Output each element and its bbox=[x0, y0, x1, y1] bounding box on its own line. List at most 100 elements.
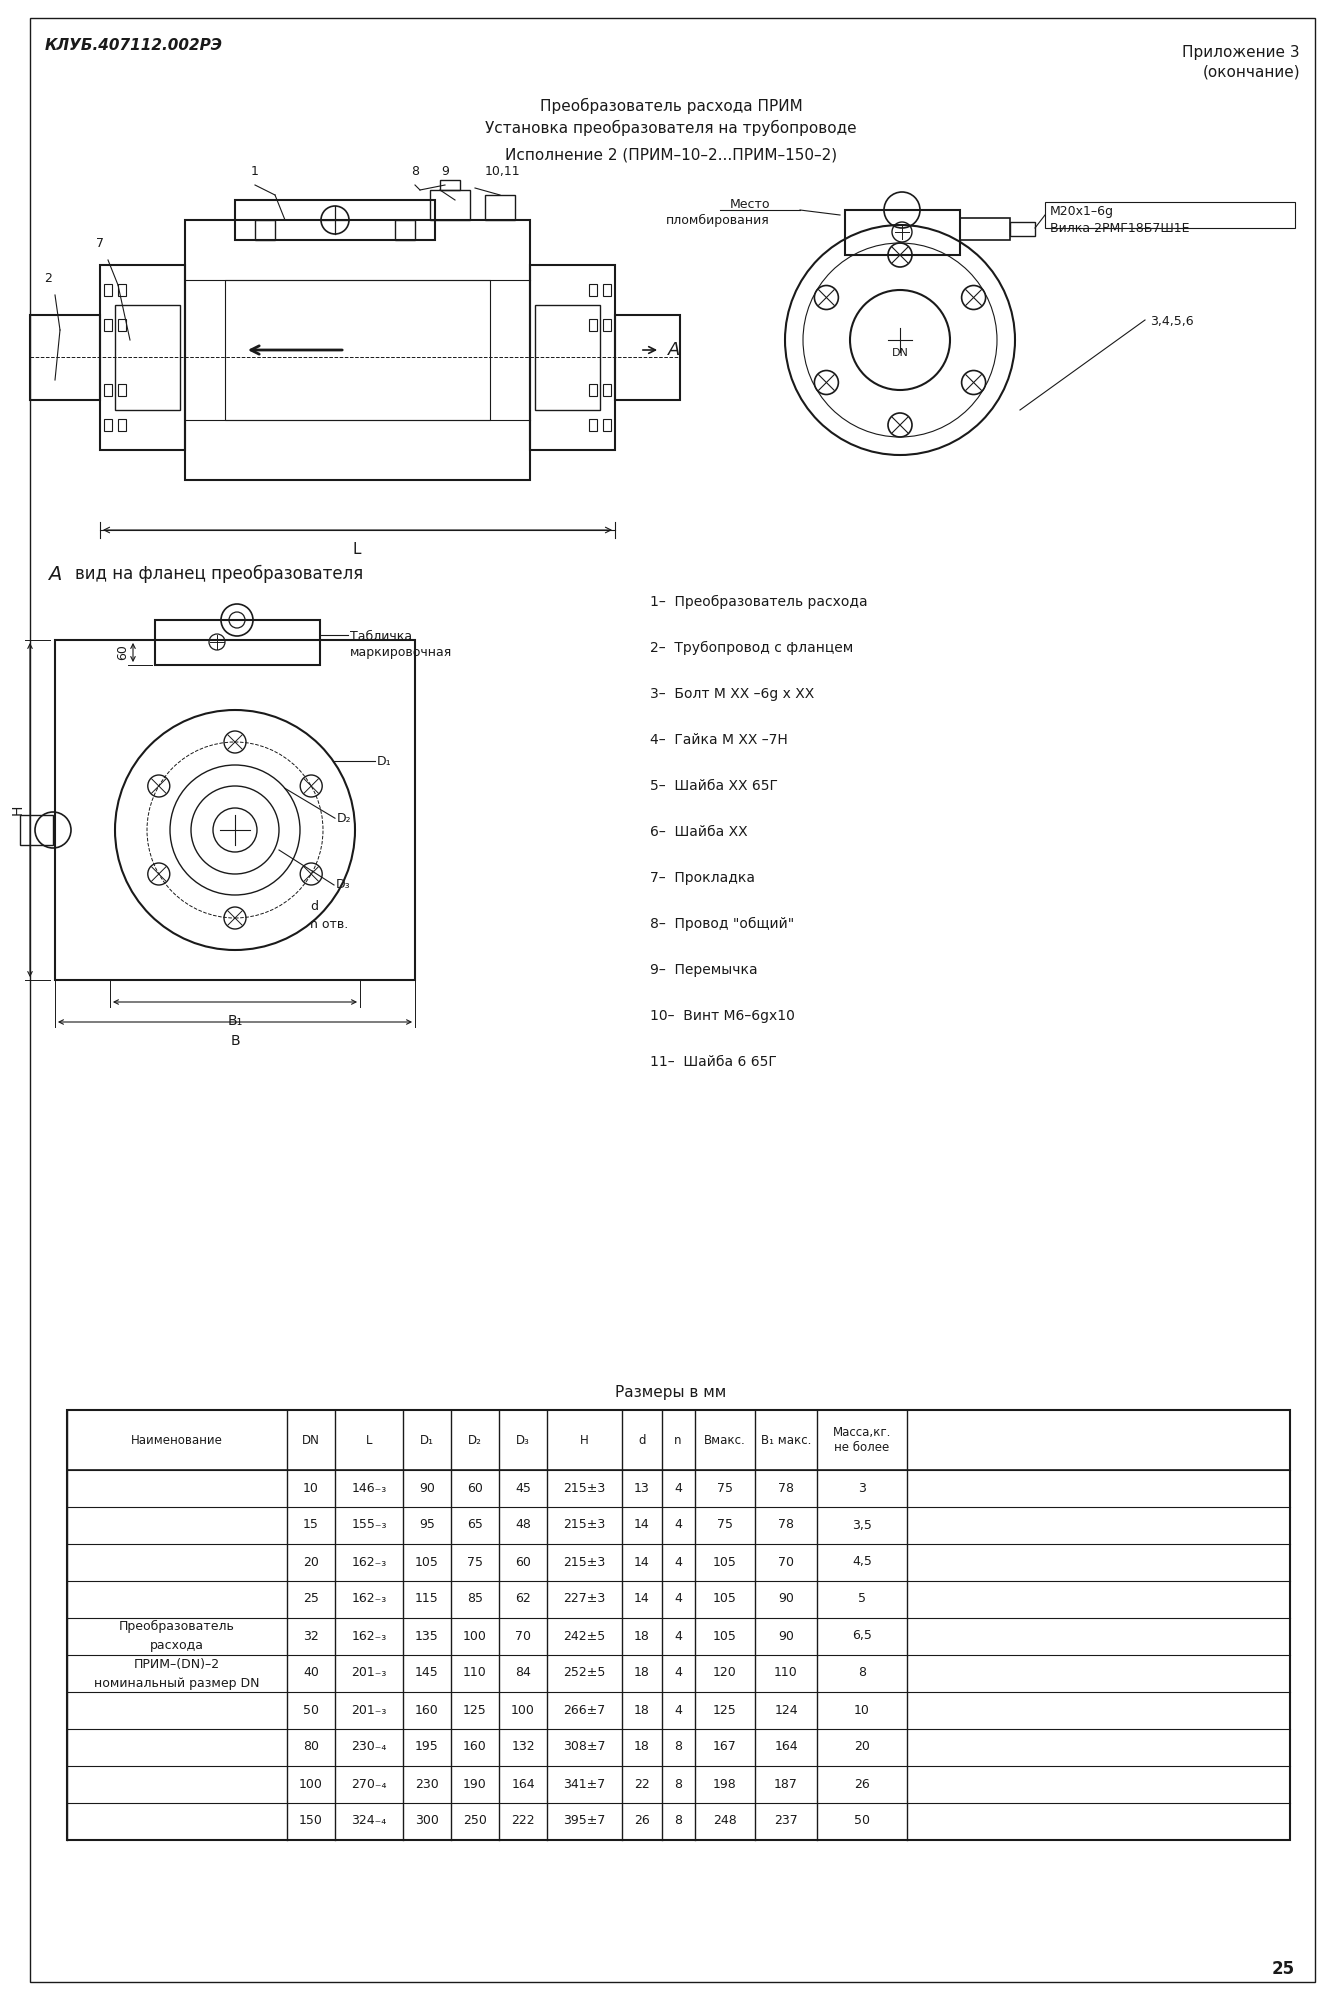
Text: 26: 26 bbox=[634, 1814, 650, 1828]
Text: Наименование: Наименование bbox=[132, 1434, 223, 1446]
Bar bbox=[99, 264, 185, 450]
Bar bbox=[185, 220, 530, 480]
Text: 215±3: 215±3 bbox=[563, 1556, 606, 1568]
Text: Вилка 2РМГ18Б7Ш1Е: Вилка 2РМГ18Б7Ш1Е bbox=[1050, 222, 1190, 234]
Text: 75: 75 bbox=[467, 1556, 483, 1568]
Text: вид на фланец преобразователя: вид на фланец преобразователя bbox=[75, 564, 363, 584]
Bar bbox=[115, 304, 180, 410]
Text: 80: 80 bbox=[304, 1740, 320, 1754]
Text: 60: 60 bbox=[467, 1482, 483, 1494]
Text: 18: 18 bbox=[634, 1630, 650, 1642]
Bar bbox=[590, 284, 598, 296]
Text: 75: 75 bbox=[717, 1518, 733, 1532]
Text: B: B bbox=[230, 1034, 240, 1048]
Text: L: L bbox=[365, 1434, 372, 1446]
Text: Место
пломбирования: Место пломбирования bbox=[666, 198, 770, 228]
Bar bbox=[590, 384, 598, 396]
Bar bbox=[103, 384, 111, 396]
Text: Табличка
маркировочная: Табличка маркировочная bbox=[351, 630, 453, 660]
Text: 167: 167 bbox=[713, 1740, 737, 1754]
Text: 8: 8 bbox=[411, 166, 419, 178]
Text: Размеры в мм: Размеры в мм bbox=[615, 1384, 727, 1400]
Bar bbox=[615, 314, 680, 400]
Bar bbox=[118, 420, 126, 432]
Bar bbox=[30, 314, 99, 400]
Bar bbox=[430, 190, 470, 220]
Bar bbox=[55, 640, 415, 980]
Text: 1–  Преобразователь расхода: 1– Преобразователь расхода bbox=[650, 596, 868, 610]
Text: D₁: D₁ bbox=[377, 754, 392, 768]
Text: 22: 22 bbox=[634, 1778, 650, 1790]
Text: 25: 25 bbox=[1272, 1960, 1295, 1978]
Bar bbox=[845, 210, 960, 254]
Text: D₂: D₂ bbox=[469, 1434, 482, 1446]
Text: DN: DN bbox=[892, 348, 908, 358]
Text: М20х1–6g: М20х1–6g bbox=[1050, 206, 1113, 218]
Bar bbox=[1010, 222, 1035, 236]
Text: 150: 150 bbox=[299, 1814, 322, 1828]
Text: d: d bbox=[638, 1434, 646, 1446]
Bar bbox=[960, 218, 1010, 240]
Text: 3,5: 3,5 bbox=[851, 1518, 872, 1532]
Text: 60: 60 bbox=[516, 1556, 530, 1568]
Text: 8: 8 bbox=[858, 1666, 866, 1680]
Text: 13: 13 bbox=[634, 1482, 650, 1494]
Text: 40: 40 bbox=[304, 1666, 318, 1680]
Text: 4: 4 bbox=[674, 1518, 682, 1532]
Text: 4–  Гайка М ХХ –7Н: 4– Гайка М ХХ –7Н bbox=[650, 732, 788, 746]
Text: 5–  Шайба ХХ 65Г: 5– Шайба ХХ 65Г bbox=[650, 778, 778, 792]
Text: 248: 248 bbox=[713, 1814, 737, 1828]
Text: d: d bbox=[310, 900, 318, 912]
Text: 84: 84 bbox=[516, 1666, 530, 1680]
Text: 4: 4 bbox=[674, 1556, 682, 1568]
Text: 164: 164 bbox=[512, 1778, 535, 1790]
Bar bbox=[154, 620, 320, 664]
Bar bbox=[20, 816, 52, 844]
Text: 90: 90 bbox=[419, 1482, 435, 1494]
Text: 2–  Трубопровод с фланцем: 2– Трубопровод с фланцем bbox=[650, 640, 853, 656]
Bar bbox=[603, 318, 611, 330]
Text: L: L bbox=[353, 542, 361, 556]
Bar bbox=[118, 384, 126, 396]
Text: 160: 160 bbox=[415, 1704, 439, 1716]
Text: 95: 95 bbox=[419, 1518, 435, 1532]
Text: B₁: B₁ bbox=[227, 1014, 243, 1028]
Bar bbox=[255, 220, 275, 240]
Bar bbox=[603, 384, 611, 396]
Text: 20: 20 bbox=[854, 1740, 870, 1754]
Text: В₁ макс.: В₁ макс. bbox=[761, 1434, 811, 1446]
Text: n отв.: n отв. bbox=[310, 918, 348, 932]
Text: 132: 132 bbox=[512, 1740, 535, 1754]
Text: 90: 90 bbox=[778, 1592, 794, 1606]
Text: Установка преобразователя на трубопроводе: Установка преобразователя на трубопровод… bbox=[485, 120, 857, 136]
Text: 3–  Болт М ХХ –6g х ХХ: 3– Болт М ХХ –6g х ХХ bbox=[650, 688, 814, 702]
Text: КЛУБ.407112.002РЭ: КЛУБ.407112.002РЭ bbox=[46, 38, 223, 52]
Text: 110: 110 bbox=[463, 1666, 488, 1680]
Text: 7: 7 bbox=[95, 236, 103, 250]
Text: 100: 100 bbox=[299, 1778, 322, 1790]
Bar bbox=[590, 318, 598, 330]
Text: 4: 4 bbox=[674, 1630, 682, 1642]
Bar bbox=[535, 304, 600, 410]
Text: 18: 18 bbox=[634, 1704, 650, 1716]
Text: 70: 70 bbox=[778, 1556, 794, 1568]
Text: 9–  Перемычка: 9– Перемычка bbox=[650, 964, 757, 976]
Text: 230: 230 bbox=[415, 1778, 439, 1790]
Bar bbox=[590, 420, 598, 432]
Text: 201₋₃: 201₋₃ bbox=[352, 1704, 387, 1716]
Text: 10: 10 bbox=[304, 1482, 318, 1494]
Bar bbox=[118, 284, 126, 296]
Text: А: А bbox=[48, 564, 62, 584]
Bar bbox=[530, 264, 615, 450]
Text: Вмакс.: Вмакс. bbox=[704, 1434, 745, 1446]
Bar bbox=[103, 420, 111, 432]
Text: 100: 100 bbox=[463, 1630, 488, 1642]
Bar bbox=[67, 1410, 1291, 1840]
Text: 252±5: 252±5 bbox=[563, 1666, 606, 1680]
Text: 25: 25 bbox=[304, 1592, 318, 1606]
Text: 32: 32 bbox=[304, 1630, 318, 1642]
Text: Преобразователь расхода ПРИМ: Преобразователь расхода ПРИМ bbox=[540, 98, 802, 114]
Text: 11–  Шайба 6 65Г: 11– Шайба 6 65Г bbox=[650, 1056, 776, 1068]
Text: 18: 18 bbox=[634, 1740, 650, 1754]
Text: 18: 18 bbox=[634, 1666, 650, 1680]
